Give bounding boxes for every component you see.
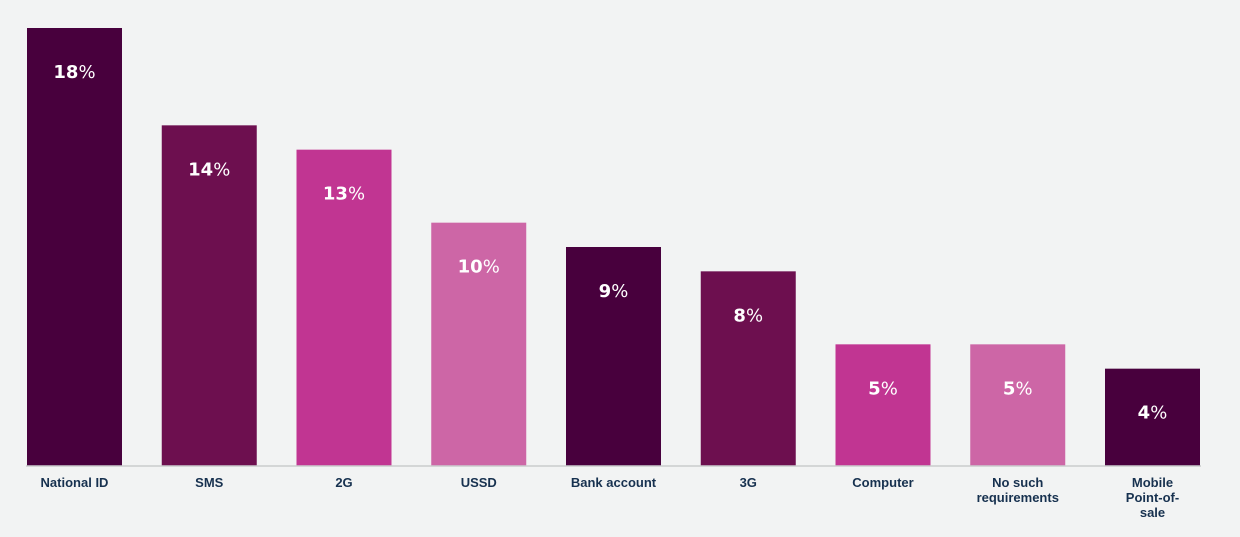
bar-value-label-0: 18% — [53, 62, 95, 83]
bars-group: 18%14%13%10%9%8%5% 5%4% — [27, 28, 1200, 466]
category-label-0: National ID — [41, 475, 109, 490]
bar-value-suffix: % — [611, 281, 628, 302]
bar-7 — [970, 344, 1066, 466]
bar-value-suffix: % — [746, 305, 763, 326]
bar-0 — [27, 28, 122, 466]
bar-value-suffix: % — [1150, 403, 1167, 424]
category-label-1: SMS — [195, 475, 224, 490]
bar-value-number: 5 — [1003, 378, 1016, 399]
bar-value-number: 13 — [323, 184, 348, 205]
category-label-line: Mobile — [1132, 475, 1173, 490]
category-label-8: Mobile Point-of-sale — [1126, 475, 1179, 520]
bar-3 — [431, 222, 527, 466]
category-label-line: No such — [992, 475, 1043, 490]
bar-value-label-8: 4% — [1138, 403, 1168, 424]
category-label-line: National ID — [41, 475, 109, 490]
bar-1 — [161, 125, 257, 466]
bar-value-label-6: 5% — [868, 378, 898, 399]
bar-value-suffix: % — [213, 159, 230, 180]
category-label-line: Computer — [852, 475, 913, 490]
category-label-5: 3G — [740, 475, 757, 490]
bar-value-number: 4 — [1138, 403, 1151, 424]
category-label-3: USSD — [461, 475, 497, 490]
bar-value-number: 18 — [53, 62, 78, 83]
bar-value-number: 8 — [733, 305, 746, 326]
category-labels-group: National ID SMS 2G USSD Bank account 3G Comput… — [41, 475, 1180, 520]
category-label-line: 3G — [740, 475, 757, 490]
bar-value-label-2: 13% — [323, 184, 365, 205]
bar-value-number: 14 — [188, 159, 213, 180]
category-label-7: No such requirements — [977, 475, 1059, 505]
bar-value-label-4: 9% — [599, 281, 629, 302]
bar-value-label-3: 10% — [458, 257, 500, 278]
category-label-line: USSD — [461, 475, 497, 490]
bar-value-number: 10 — [458, 257, 483, 278]
bar-value-suffix: % — [1015, 378, 1032, 399]
category-label-line: SMS — [195, 475, 224, 490]
bar-value-label-1: 14% — [188, 159, 230, 180]
bar-8 — [1105, 368, 1200, 466]
bar-value-suffix: % — [78, 62, 95, 83]
category-label-6: Computer — [852, 475, 913, 490]
bar-value-suffix: % — [348, 184, 365, 205]
bar-value-suffix: % — [483, 257, 500, 278]
bar-2 — [296, 149, 392, 466]
category-label-line: sale — [1140, 505, 1165, 520]
bar-6 — [835, 344, 931, 466]
bar-value-number: 5 — [868, 378, 881, 399]
category-label-line: 2G — [335, 475, 352, 490]
bar-value-label-5: 8% — [733, 305, 763, 326]
bar-value-number: 9 — [599, 281, 612, 302]
bar-value-label-7: 5% — [1003, 378, 1033, 399]
category-label-4: Bank account — [571, 475, 657, 490]
category-label-line: requirements — [977, 490, 1059, 505]
category-label-line: Bank account — [571, 475, 657, 490]
bar-4 — [566, 247, 661, 466]
category-label-line: Point-of- — [1126, 490, 1179, 505]
category-label-2: 2G — [335, 475, 352, 490]
bar-value-suffix: % — [881, 378, 898, 399]
bar-5 — [700, 271, 796, 466]
